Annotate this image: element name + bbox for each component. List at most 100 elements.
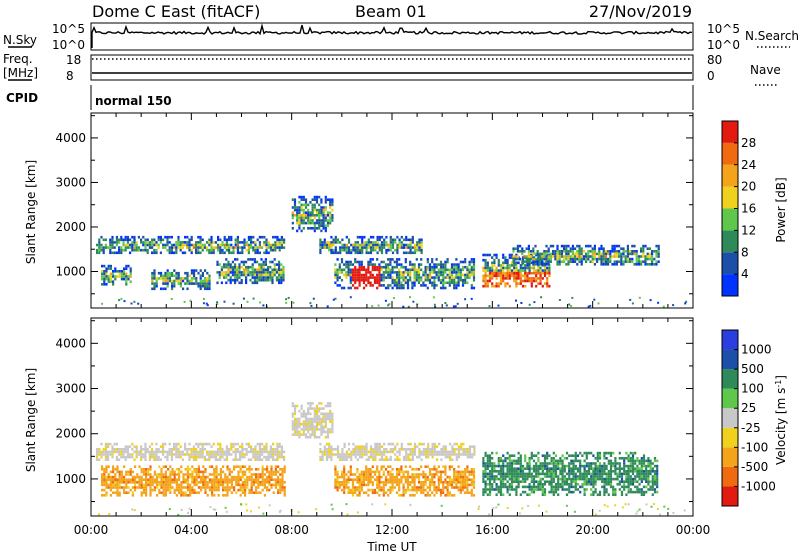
power-cell bbox=[510, 271, 514, 275]
power-cell bbox=[446, 268, 449, 272]
power-cell bbox=[343, 263, 346, 266]
power-cell bbox=[238, 276, 241, 279]
power-cell bbox=[655, 263, 658, 266]
velocity-cell bbox=[101, 465, 104, 468]
power-cell bbox=[271, 273, 274, 277]
power-cell bbox=[175, 279, 178, 283]
power-cell bbox=[502, 253, 505, 257]
velocity-cell bbox=[322, 428, 325, 431]
velocity-cell bbox=[343, 453, 346, 456]
power-cell bbox=[231, 271, 234, 274]
power-cell bbox=[391, 246, 395, 249]
velocity-cell bbox=[411, 458, 414, 461]
velocity-cell bbox=[413, 442, 417, 446]
power-cell bbox=[549, 257, 552, 261]
velocity-cell bbox=[552, 472, 555, 476]
velocity-cell bbox=[127, 470, 130, 474]
power-cell bbox=[541, 263, 544, 266]
power-cell bbox=[598, 252, 601, 256]
velocity-cell bbox=[413, 450, 417, 454]
power-cell bbox=[322, 219, 325, 222]
velocity-cell bbox=[341, 453, 344, 456]
power-cell bbox=[227, 260, 230, 264]
power-cell bbox=[530, 266, 533, 270]
velocity-cell bbox=[138, 483, 141, 487]
velocity-cell bbox=[258, 458, 261, 461]
power-cell bbox=[404, 271, 407, 274]
power-cell bbox=[133, 243, 136, 247]
velocity-cell bbox=[347, 475, 350, 479]
power-cell bbox=[168, 241, 171, 244]
power-cell bbox=[371, 268, 374, 272]
velocity-cell bbox=[140, 445, 143, 448]
velocity-cell bbox=[230, 448, 233, 451]
velocity-cell bbox=[521, 490, 525, 494]
velocity-cell bbox=[351, 491, 355, 494]
power-cell bbox=[126, 246, 129, 249]
power-cell bbox=[537, 266, 540, 270]
velocity-cell bbox=[528, 488, 531, 491]
velocity-cell bbox=[197, 475, 200, 479]
power-cell bbox=[278, 246, 281, 249]
power-cell bbox=[162, 238, 165, 242]
velocity-cell bbox=[186, 468, 189, 471]
power-cell bbox=[164, 274, 167, 278]
power-cell bbox=[424, 271, 427, 274]
velocity-cell bbox=[431, 453, 434, 456]
power-cell bbox=[129, 251, 132, 255]
power-cell bbox=[229, 271, 232, 274]
velocity-cell bbox=[583, 477, 586, 481]
power-cell bbox=[144, 241, 147, 244]
velocity-cell bbox=[257, 473, 260, 476]
power-cell bbox=[459, 271, 462, 274]
velocity-cell bbox=[372, 453, 375, 456]
velocity-cell bbox=[354, 448, 357, 451]
power-cell bbox=[495, 277, 498, 280]
velocity-cell bbox=[508, 493, 511, 496]
power-cell bbox=[486, 282, 489, 285]
velocity-cell bbox=[444, 445, 447, 448]
velocity-cell bbox=[455, 448, 458, 451]
power-cell bbox=[199, 241, 202, 244]
velocity-cell bbox=[259, 491, 262, 494]
velocity-cell bbox=[411, 473, 414, 476]
velocity-cell bbox=[210, 450, 213, 454]
velocity-cell bbox=[276, 442, 279, 446]
power-cell bbox=[236, 238, 239, 242]
velocity-cell bbox=[428, 468, 432, 471]
velocity-cell bbox=[579, 451, 582, 455]
velocity-cell bbox=[254, 448, 257, 451]
velocity-cell bbox=[565, 480, 569, 483]
velocity-cell bbox=[142, 455, 145, 459]
velocity-cell bbox=[298, 417, 301, 421]
velocity-cell bbox=[311, 433, 314, 436]
velocity-cell bbox=[245, 448, 248, 451]
velocity-cell bbox=[367, 455, 370, 459]
power-cell bbox=[574, 260, 577, 263]
velocity-cell bbox=[151, 450, 154, 454]
power-cell bbox=[515, 266, 518, 270]
power-cell bbox=[302, 219, 305, 222]
velocity-cell bbox=[293, 422, 297, 426]
power-cell bbox=[173, 251, 176, 255]
power-cell bbox=[657, 255, 660, 258]
velocity-cell bbox=[175, 483, 178, 487]
velocity-cell bbox=[291, 412, 294, 416]
power-cell bbox=[315, 227, 319, 230]
power-cell bbox=[400, 286, 403, 290]
power-cell bbox=[351, 263, 355, 266]
velocity-cell bbox=[325, 442, 329, 446]
velocity-cell bbox=[224, 473, 227, 476]
velocity-cell bbox=[409, 442, 412, 446]
date-title: 27/Nov/2019 bbox=[589, 2, 692, 21]
velocity-cell bbox=[574, 483, 577, 486]
velocity-cell bbox=[561, 483, 564, 486]
power-cell bbox=[171, 271, 174, 275]
velocity-cell bbox=[124, 445, 127, 448]
power-cell bbox=[111, 243, 114, 247]
velocity-cell bbox=[400, 475, 403, 479]
velocity-cell bbox=[508, 488, 511, 491]
velocity-cell bbox=[442, 470, 445, 474]
velocity-cell bbox=[226, 475, 229, 479]
power-cell bbox=[256, 238, 259, 242]
